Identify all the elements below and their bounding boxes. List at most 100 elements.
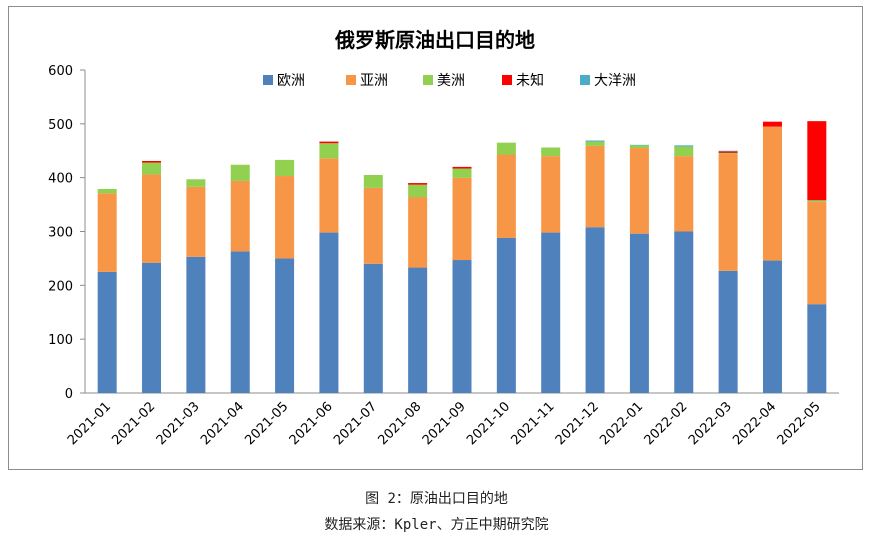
x-tick-label: 2021-05 xyxy=(242,399,291,448)
bar-segment xyxy=(408,197,428,268)
x-tick-label: 2021-04 xyxy=(198,399,247,448)
legend-swatch xyxy=(580,75,590,85)
x-tick-label: 2021-07 xyxy=(331,399,380,448)
bar-segment xyxy=(319,232,339,393)
legend: 欧洲 亚洲 美洲 未知 大洋洲 xyxy=(263,72,636,89)
x-tick-label: 2021-03 xyxy=(154,399,203,448)
bar-segment xyxy=(97,188,117,194)
x-axis: 2021-012021-022021-032021-042021-052021-… xyxy=(65,392,839,448)
bar-segment xyxy=(585,141,605,146)
bars xyxy=(97,121,827,393)
bar-segment xyxy=(807,121,827,201)
legend-swatch xyxy=(346,75,356,85)
bar-segment xyxy=(629,233,649,393)
bar-segment xyxy=(807,304,827,393)
bar-segment xyxy=(762,126,782,261)
y-tick-label: 300 xyxy=(48,226,73,241)
chart-frame: 俄罗斯原油出口目的地 欧洲 亚洲 美洲 未知 大洋洲 0 100 200 300 400 500 6… xyxy=(8,6,863,470)
y-tick-label: 200 xyxy=(48,279,73,294)
bar-segment xyxy=(230,180,250,252)
bar-segment xyxy=(97,193,117,272)
x-tick-label: 2021-02 xyxy=(109,399,158,448)
bar-segment xyxy=(629,148,649,234)
x-tick-label: 2021-01 xyxy=(65,399,114,448)
legend-label: 亚洲 xyxy=(360,73,388,89)
bar-segment xyxy=(762,121,782,127)
bar-segment xyxy=(452,166,472,169)
bar-segment xyxy=(363,263,383,393)
bar-segment xyxy=(452,177,472,261)
bar-segment xyxy=(142,162,162,175)
bar-segment xyxy=(718,152,738,154)
bar-segment xyxy=(319,143,339,159)
y-tick-label: 500 xyxy=(48,118,73,133)
bar-segment xyxy=(674,146,694,157)
bar-segment xyxy=(319,141,339,144)
legend-label: 欧洲 xyxy=(277,73,305,89)
y-axis: 0 100 200 300 400 500 600 xyxy=(48,64,86,402)
chart-title: 俄罗斯原油出口目的地 xyxy=(334,28,535,52)
bar-segment xyxy=(496,154,516,238)
bar-segment xyxy=(541,156,561,233)
y-tick-label: 600 xyxy=(48,64,73,79)
x-tick-label: 2021-12 xyxy=(553,399,602,448)
bar-segment xyxy=(718,150,738,152)
bar-segment xyxy=(496,142,516,155)
legend-swatch xyxy=(263,75,273,85)
bar-segment xyxy=(541,147,561,157)
x-tick-label: 2021-08 xyxy=(375,399,424,448)
bar-segment xyxy=(541,232,561,393)
x-tick-label: 2021-11 xyxy=(509,399,558,448)
bar-segment xyxy=(142,174,162,263)
figure-caption: 图 2：原油出口目的地 xyxy=(365,491,508,507)
bar-segment xyxy=(142,160,162,163)
bar-segment xyxy=(585,145,605,228)
legend-swatch xyxy=(502,75,512,85)
bar-segment xyxy=(452,168,472,178)
bar-segment xyxy=(807,201,827,305)
bar-segment xyxy=(629,144,649,146)
x-tick-label: 2022-02 xyxy=(642,399,691,448)
bar-segment xyxy=(674,145,694,147)
bar-segment xyxy=(629,145,649,149)
legend-label: 美洲 xyxy=(437,73,465,89)
source-caption: 数据来源：Kpler、方正中期研究院 xyxy=(324,517,549,533)
x-tick-label: 2021-06 xyxy=(287,399,336,448)
bar-segment xyxy=(363,187,383,264)
bar-segment xyxy=(452,260,472,393)
bar-segment xyxy=(674,231,694,393)
bar-segment xyxy=(408,183,428,185)
x-tick-label: 2021-10 xyxy=(464,399,513,448)
bar-segment xyxy=(718,151,738,153)
bar-segment xyxy=(585,140,605,142)
bar-segment xyxy=(718,270,738,393)
bar-segment xyxy=(142,262,162,393)
bar-segment xyxy=(674,156,694,232)
x-tick-label: 2022-01 xyxy=(597,399,646,448)
legend-swatch xyxy=(423,75,433,85)
bar-segment xyxy=(807,200,827,202)
bar-segment xyxy=(186,186,206,257)
bar-segment xyxy=(585,227,605,393)
x-tick-label: 2022-05 xyxy=(775,399,824,448)
y-tick-label: 0 xyxy=(65,387,73,402)
legend-label: 大洋洲 xyxy=(594,73,636,89)
bar-segment xyxy=(186,179,206,187)
bar-segment xyxy=(496,237,516,393)
bar-segment xyxy=(408,267,428,393)
bar-segment xyxy=(230,251,250,393)
bar-segment xyxy=(408,184,428,198)
x-tick-label: 2021-09 xyxy=(420,399,469,448)
bar-segment xyxy=(275,176,295,259)
y-tick-label: 100 xyxy=(48,333,73,348)
bar-segment xyxy=(762,260,782,393)
bar-segment xyxy=(97,271,117,393)
x-tick-label: 2022-03 xyxy=(686,399,735,448)
bar-segment xyxy=(718,153,738,271)
bar-segment xyxy=(363,174,383,188)
bar-segment xyxy=(319,158,339,233)
stacked-bar-chart: 俄罗斯原油出口目的地 欧洲 亚洲 美洲 未知 大洋洲 0 100 200 300 400 500 6… xyxy=(48,28,839,448)
x-tick-label: 2022-04 xyxy=(730,399,779,448)
bar-segment xyxy=(230,164,250,181)
bar-segment xyxy=(275,159,295,177)
